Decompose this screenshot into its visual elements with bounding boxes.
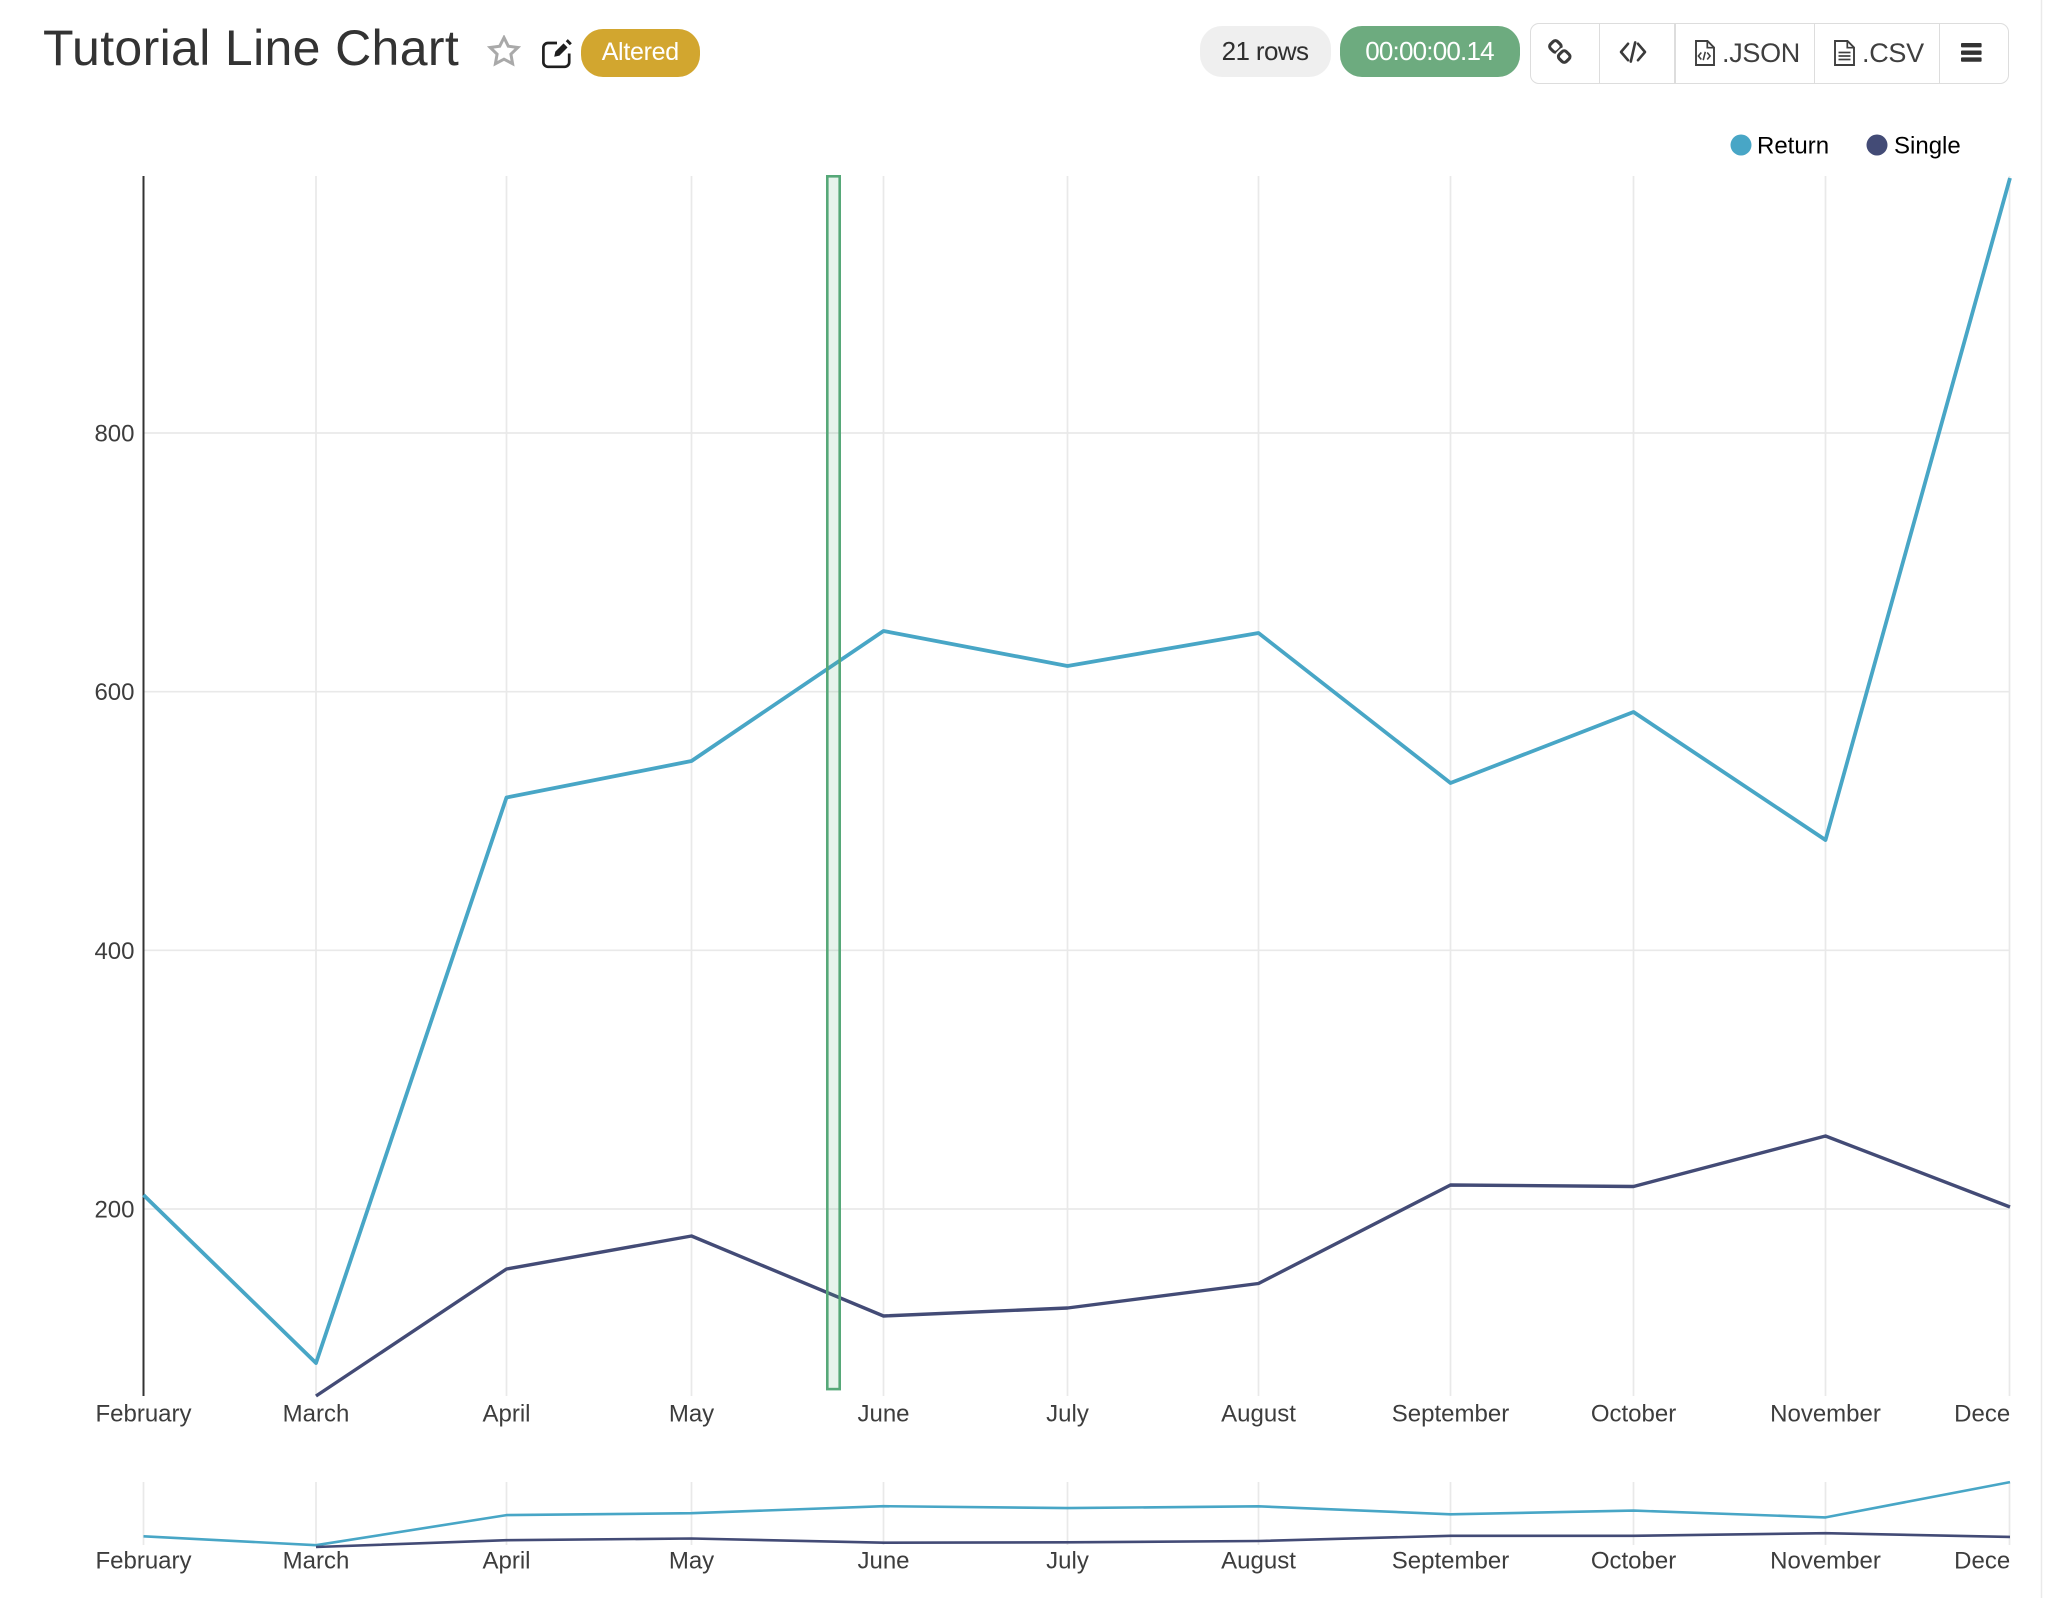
svg-text:May: May	[669, 1548, 714, 1575]
svg-text:Return: Return	[1757, 133, 1829, 160]
svg-text:Single: Single	[1894, 133, 1961, 160]
svg-text:July: July	[1046, 1548, 1089, 1575]
svg-text:December: December	[1954, 1548, 2050, 1575]
svg-text:March: March	[283, 1548, 350, 1575]
svg-text:May: May	[669, 1401, 714, 1428]
svg-text:April: April	[482, 1548, 530, 1575]
svg-text:800: 800	[94, 421, 134, 448]
svg-text:600: 600	[94, 679, 134, 706]
svg-text:June: June	[857, 1548, 909, 1575]
svg-text:September: September	[1392, 1401, 1509, 1428]
svg-text:April: April	[482, 1401, 530, 1428]
svg-text:June: June	[857, 1401, 909, 1428]
svg-text:September: September	[1392, 1548, 1509, 1575]
svg-text:August: August	[1221, 1548, 1296, 1575]
svg-text:December: December	[1954, 1401, 2050, 1428]
svg-text:July: July	[1046, 1401, 1089, 1428]
svg-text:October: October	[1591, 1401, 1676, 1428]
svg-text:200: 200	[94, 1197, 134, 1224]
svg-text:400: 400	[94, 938, 134, 965]
svg-text:November: November	[1770, 1401, 1881, 1428]
svg-text:October: October	[1591, 1548, 1676, 1575]
svg-text:February: February	[95, 1548, 191, 1575]
svg-text:March: March	[283, 1401, 350, 1428]
svg-text:August: August	[1221, 1401, 1296, 1428]
svg-text:February: February	[95, 1401, 191, 1428]
svg-text:November: November	[1770, 1548, 1881, 1575]
